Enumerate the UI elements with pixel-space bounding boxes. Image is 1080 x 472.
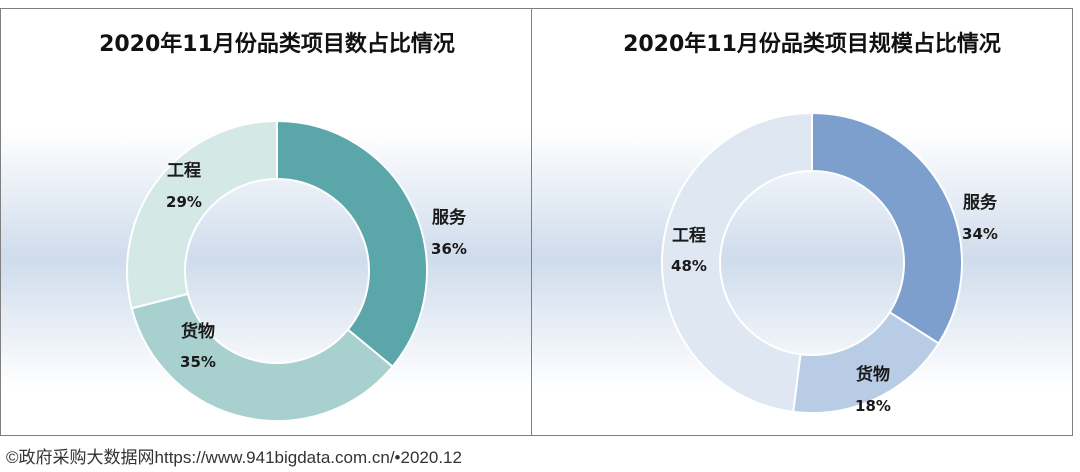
chart-project-scale: 2020年11月份品类项目规模占比情况 服务 34% 货物 18% 工程 48%: [623, 31, 1001, 415]
chart-project-count: 2020年11月份品类项目数占比情况 服务 36% 货物 35% 工程 29%: [99, 31, 467, 422]
slice-percent-engineering: 29%: [166, 193, 202, 211]
slice-service: [811, 111, 963, 345]
slice-percent-engineering: 48%: [671, 257, 707, 275]
slice-label-service: 服务: [432, 207, 467, 228]
slice-label-goods: 货物: [856, 364, 890, 385]
slice-service: [276, 119, 428, 369]
slice-label-goods: 货物: [181, 321, 215, 342]
slice-percent-goods: 35%: [180, 353, 216, 371]
slice-label-engineering: 工程: [167, 161, 201, 181]
chart-frame: 2020年11月份品类项目数占比情况 服务 36% 货物 35% 工程 29% 2020年…: [0, 8, 1073, 436]
chart-title: 2020年11月份品类项目数占比情况: [99, 31, 455, 57]
slice-label-engineering: 工程: [672, 226, 706, 246]
slice-percent-service: 34%: [962, 225, 998, 243]
chart-title: 2020年11月份品类项目规模占比情况: [623, 31, 1001, 57]
slice-goods: [130, 292, 394, 422]
slice-engineering: [126, 119, 278, 310]
slice-percent-service: 36%: [431, 240, 467, 258]
slice-label-service: 服务: [963, 192, 998, 213]
slice-percent-goods: 18%: [855, 397, 891, 415]
chart-divider: [531, 9, 532, 435]
slice-engineering: [661, 111, 813, 413]
source-footer: ©政府采购大数据网https://www.941bigdata.com.cn/•…: [6, 448, 462, 467]
